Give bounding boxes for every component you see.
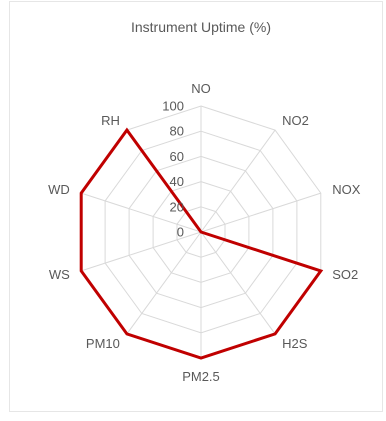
chart-title: Instrument Uptime (%) (131, 19, 271, 35)
tick-label-20: 20 (170, 199, 184, 214)
tick-label-80: 80 (170, 124, 184, 139)
category-label-rh: RH (101, 113, 120, 128)
tick-label-40: 40 (170, 174, 184, 189)
category-label-pm2-5: PM2.5 (182, 369, 220, 384)
category-label-wd: WD (48, 182, 70, 197)
category-label-ws: WS (49, 267, 70, 282)
tick-label-100: 100 (162, 99, 184, 114)
grid-spoke-pm10 (126, 231, 202, 335)
grid-spoke-nox (200, 192, 321, 233)
grid-spoke-ws (81, 231, 202, 272)
category-label-no: NO (191, 81, 211, 96)
category-label-h2s: H2S (282, 336, 308, 351)
grid-spoke-h2s (200, 231, 276, 335)
grid-spoke-no2 (200, 129, 276, 233)
series-line-0 (79, 127, 324, 360)
category-labels: NO NO2 NOX SO2 H2S PM2.5 PM10 WS WD RH (48, 81, 361, 384)
category-label-nox: NOX (332, 182, 361, 197)
grid-spoke-wd (81, 192, 202, 233)
tick-label-0: 0 (177, 225, 184, 240)
category-label-pm10: PM10 (86, 336, 120, 351)
category-label-no2: NO2 (282, 113, 309, 128)
tick-label-60: 60 (170, 149, 184, 164)
radial-axis-ticks: 0 20 40 60 80 100 (162, 99, 184, 240)
radar-series (79, 127, 324, 360)
category-label-so2: SO2 (332, 267, 358, 282)
